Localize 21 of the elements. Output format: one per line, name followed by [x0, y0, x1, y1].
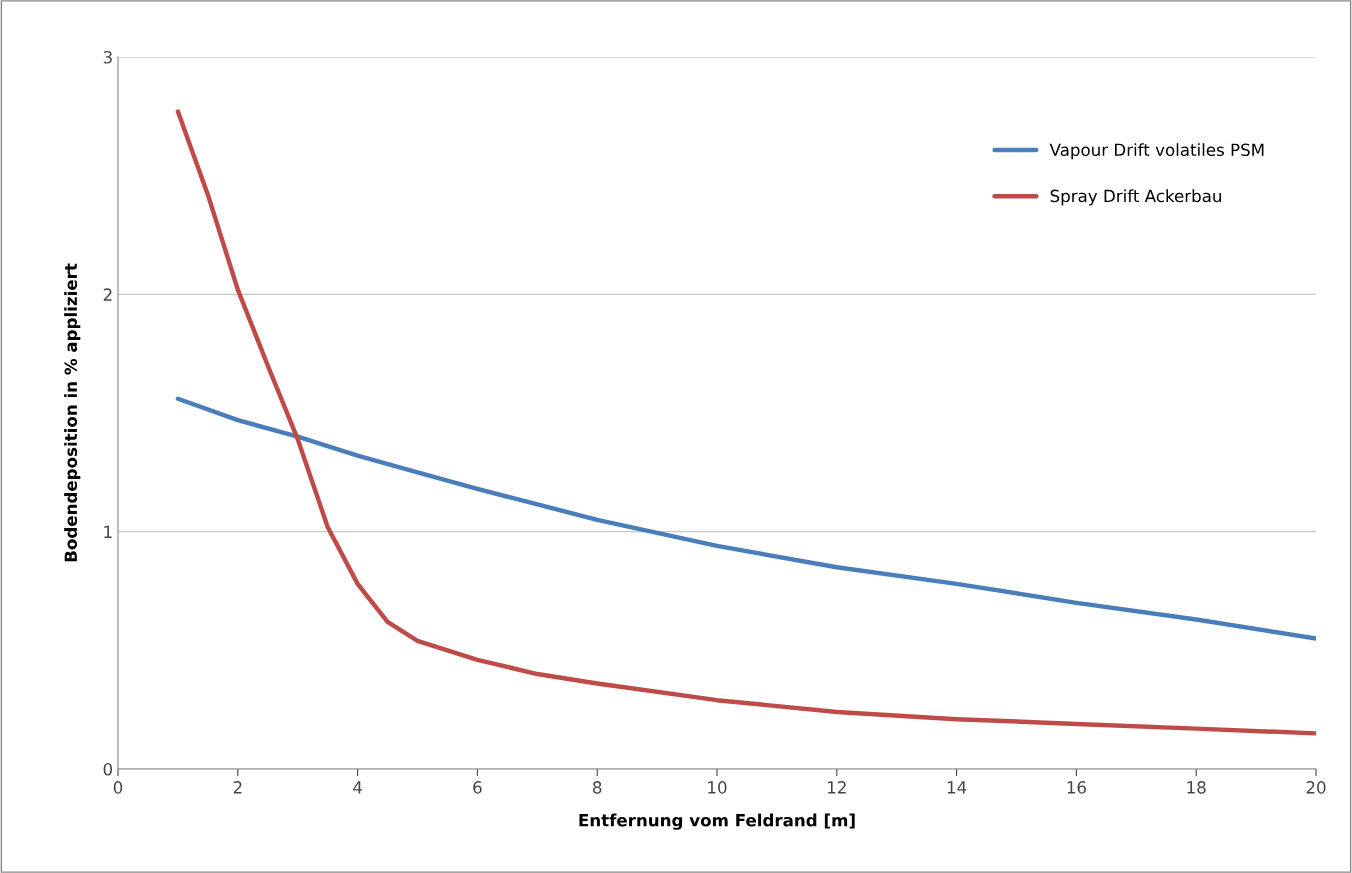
x-tick-label: 8 — [593, 781, 602, 794]
y-axis-title: Bodendeposition in % appliziert — [64, 263, 81, 562]
x-tick-label: 16 — [1067, 781, 1086, 794]
legend-label: Vapour Drift volatiles PSM — [1049, 143, 1264, 160]
x-axis-title: Entfernung vom Feldrand [m] — [579, 813, 855, 830]
y-tick-label: 1 — [104, 525, 112, 538]
x-tick-label: 12 — [828, 781, 846, 794]
x-tick-label: 20 — [1306, 781, 1326, 794]
x-tick-label: 6 — [473, 781, 482, 794]
y-tick-label: 0 — [103, 762, 113, 776]
x-tick-label: 14 — [947, 781, 967, 794]
legend-label: Spray Drift Ackerbau — [1050, 189, 1221, 206]
x-tick-label: 2 — [233, 781, 242, 794]
y-tick-label: 2 — [103, 288, 112, 301]
line-series — [175, 109, 1316, 736]
x-tick-label: 10 — [708, 781, 727, 794]
y-tick-label: 3 — [103, 50, 112, 64]
x-tick-label: 0 — [113, 781, 123, 794]
x-tick-label: 18 — [1187, 781, 1206, 794]
line-series — [175, 396, 1316, 641]
x-tick-label: 4 — [353, 781, 362, 794]
